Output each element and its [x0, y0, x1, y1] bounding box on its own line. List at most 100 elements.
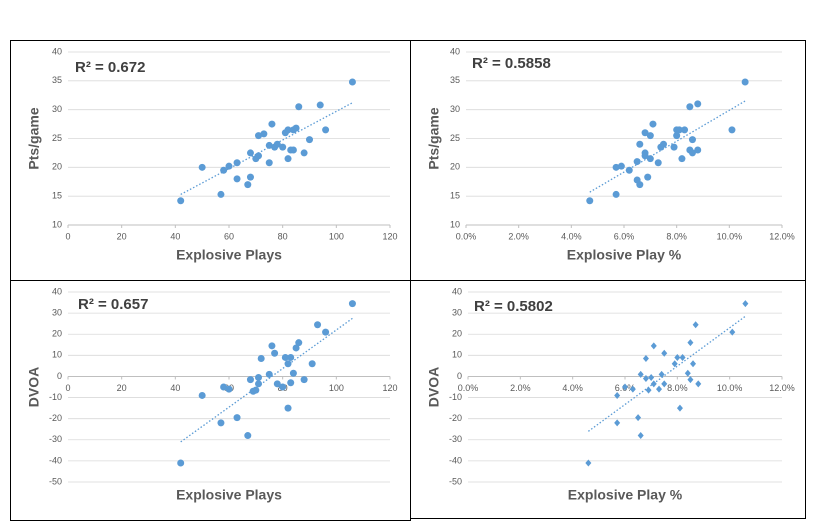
point — [622, 383, 628, 391]
x-tick-label: 12.0% — [769, 231, 795, 241]
point — [614, 391, 621, 399]
point — [661, 380, 668, 388]
y-axis-title: Pts/game — [26, 107, 42, 169]
point — [260, 130, 268, 138]
y-tick-label: 30 — [450, 104, 460, 114]
point — [692, 321, 699, 329]
y-tick-label: 35 — [450, 75, 460, 85]
y-tick-label: 20 — [450, 162, 460, 172]
y-tick-label: 30 — [52, 307, 62, 317]
y-tick-label: 25 — [52, 133, 62, 143]
point — [348, 300, 356, 308]
point — [729, 328, 736, 336]
point — [314, 321, 322, 329]
point — [255, 152, 263, 160]
x-tick-label: 40 — [170, 231, 180, 241]
y-tick-label: 0 — [457, 371, 462, 381]
point — [649, 120, 657, 128]
point — [614, 419, 621, 427]
point — [687, 339, 694, 347]
y-tick-label: 40 — [52, 286, 62, 296]
point — [244, 181, 252, 189]
x-tick-label: 40 — [170, 383, 180, 393]
point — [641, 129, 649, 137]
r-squared: R² = 0.657 — [78, 296, 148, 313]
y-tick-label: 10 — [450, 219, 460, 229]
point — [246, 376, 254, 384]
x-tick-label: 6.0% — [614, 231, 635, 241]
point — [635, 414, 642, 422]
x-tick-label: 4.0% — [561, 231, 582, 241]
y-tick-label: 15 — [450, 191, 460, 201]
point — [586, 197, 594, 205]
point — [279, 383, 287, 391]
x-tick-label: 100 — [329, 383, 344, 393]
x-tick-label: 8.0% — [667, 383, 688, 393]
point — [246, 149, 254, 157]
point — [284, 126, 292, 134]
y-tick-label: 40 — [52, 46, 62, 56]
y-tick-label: 10 — [452, 350, 462, 360]
point — [686, 103, 694, 111]
point — [684, 369, 691, 377]
y-axis-title: DVOA — [426, 367, 442, 407]
point — [678, 155, 686, 163]
trendline — [180, 317, 353, 443]
point — [233, 175, 241, 183]
y-tick-label: 25 — [450, 133, 460, 143]
x-tick-label: 100 — [329, 231, 344, 241]
point — [642, 375, 649, 383]
x-tick-label: 4.0% — [562, 383, 583, 393]
point — [671, 360, 678, 368]
y-tick-label: -30 — [449, 434, 462, 444]
x-axis-title: Explosive Plays — [176, 247, 282, 263]
x-tick-label: 12.0% — [769, 383, 795, 393]
point — [300, 376, 308, 384]
point — [625, 166, 633, 174]
y-tick-label: 30 — [52, 104, 62, 114]
point — [268, 120, 276, 128]
x-tick-label: 60 — [224, 231, 234, 241]
trendline — [587, 315, 746, 432]
point — [279, 143, 287, 151]
point — [674, 353, 681, 361]
point — [225, 162, 233, 170]
point — [177, 459, 185, 467]
point — [217, 190, 225, 198]
point — [284, 360, 292, 368]
point — [217, 419, 225, 427]
point — [661, 349, 668, 357]
y-tick-label: 20 — [52, 162, 62, 172]
point — [281, 353, 289, 361]
point — [694, 100, 702, 108]
point — [695, 380, 702, 388]
point — [617, 162, 625, 170]
point — [284, 155, 292, 163]
y-tick-label: -30 — [49, 434, 62, 444]
y-tick-label: 0 — [57, 371, 62, 381]
point — [316, 101, 324, 109]
trendline — [180, 102, 353, 196]
point — [289, 146, 297, 154]
point — [198, 391, 206, 399]
point — [741, 78, 749, 86]
point — [648, 374, 655, 381]
point — [177, 197, 185, 205]
point — [257, 355, 265, 362]
x-tick-label: 10.0% — [717, 383, 743, 393]
point — [198, 163, 206, 171]
x-tick-label: 80 — [278, 231, 288, 241]
y-tick-label: 10 — [52, 219, 62, 229]
point — [348, 78, 356, 86]
y-tick-label: 10 — [52, 350, 62, 360]
point — [645, 386, 652, 394]
x-tick-label: 10.0% — [717, 231, 743, 241]
point — [654, 159, 662, 167]
point — [650, 380, 657, 388]
point — [670, 143, 678, 151]
point — [220, 166, 228, 174]
point — [641, 152, 649, 160]
x-tick-label: 2.0% — [510, 383, 531, 393]
point — [265, 141, 273, 149]
